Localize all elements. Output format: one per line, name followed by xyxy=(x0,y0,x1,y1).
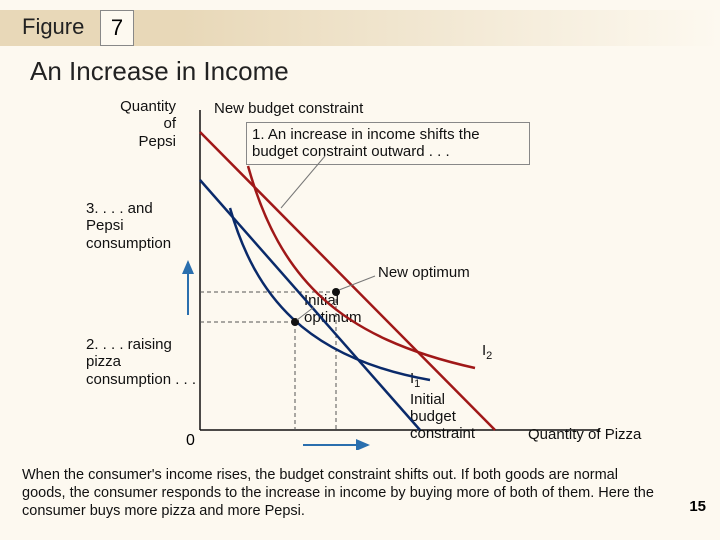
leader-to-initial-optimum xyxy=(297,307,314,320)
new-optimum-point xyxy=(332,288,340,296)
indiff-curve-2 xyxy=(248,166,475,368)
figure-title: An Increase in Income xyxy=(30,56,289,87)
graph-svg xyxy=(80,90,640,450)
figure-number-box: 7 xyxy=(100,10,134,46)
leader-to-new-budget xyxy=(281,156,325,208)
indiff-curve-1 xyxy=(230,208,430,380)
graph-area xyxy=(80,90,640,450)
figure-label: Figure xyxy=(22,14,84,40)
caption-text: When the consumer's income rises, the bu… xyxy=(22,466,662,520)
page-number: 15 xyxy=(689,498,706,515)
new-budget-line xyxy=(200,132,495,430)
